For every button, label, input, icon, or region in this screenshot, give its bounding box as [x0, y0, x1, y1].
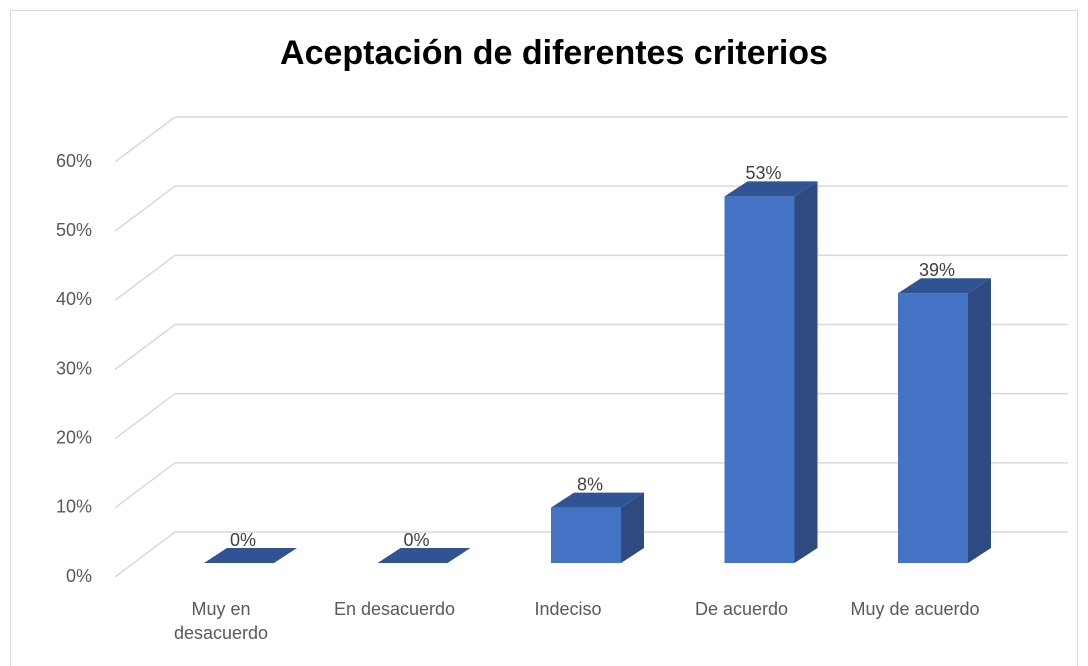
bar-front	[724, 196, 795, 563]
y-tick-label: 30%	[56, 358, 92, 378]
bar-front	[551, 507, 621, 563]
bar	[724, 181, 818, 563]
bar-top	[377, 548, 471, 563]
data-label: 53%	[745, 163, 781, 183]
y-tick-label: 40%	[56, 289, 92, 309]
x-tick-label: Muy en desacuerdo	[173, 599, 269, 643]
y-tick-label: 10%	[56, 497, 92, 517]
y-tick-label: 0%	[66, 566, 92, 586]
bar	[204, 548, 297, 563]
bar-front	[898, 293, 968, 563]
x-tick-label: Muy de acuerdo	[850, 599, 980, 619]
chart-title: Aceptación de diferentes criterios	[280, 34, 828, 72]
x-tick-label: Indeciso	[534, 599, 602, 619]
bar-top	[551, 492, 644, 508]
bar-side	[968, 278, 991, 563]
grid-line	[114, 531, 176, 578]
bar	[377, 548, 471, 563]
bar-top	[724, 181, 818, 197]
x-tick-label: De acuerdo	[694, 599, 789, 619]
x-tick-label: En desacuerdo	[333, 599, 456, 619]
y-tick-label: 60%	[56, 151, 92, 171]
data-label: 0%	[403, 530, 429, 550]
grid-line	[114, 393, 176, 440]
data-label: 8%	[577, 474, 603, 494]
grid-line	[114, 254, 176, 301]
grid-line	[114, 323, 176, 371]
bar-side	[794, 181, 818, 563]
grid-line	[114, 185, 176, 232]
chart-border	[10, 10, 1078, 666]
bar-top	[898, 278, 991, 294]
data-label: 0%	[230, 530, 256, 550]
bar-top	[204, 548, 297, 563]
bar	[551, 492, 644, 563]
y-tick-label: 20%	[56, 427, 92, 447]
grid-line	[114, 462, 176, 509]
grid-line	[114, 116, 176, 163]
data-label: 39%	[919, 260, 955, 280]
bar-side	[621, 492, 644, 563]
bar	[898, 278, 991, 563]
y-tick-label: 50%	[56, 220, 92, 240]
